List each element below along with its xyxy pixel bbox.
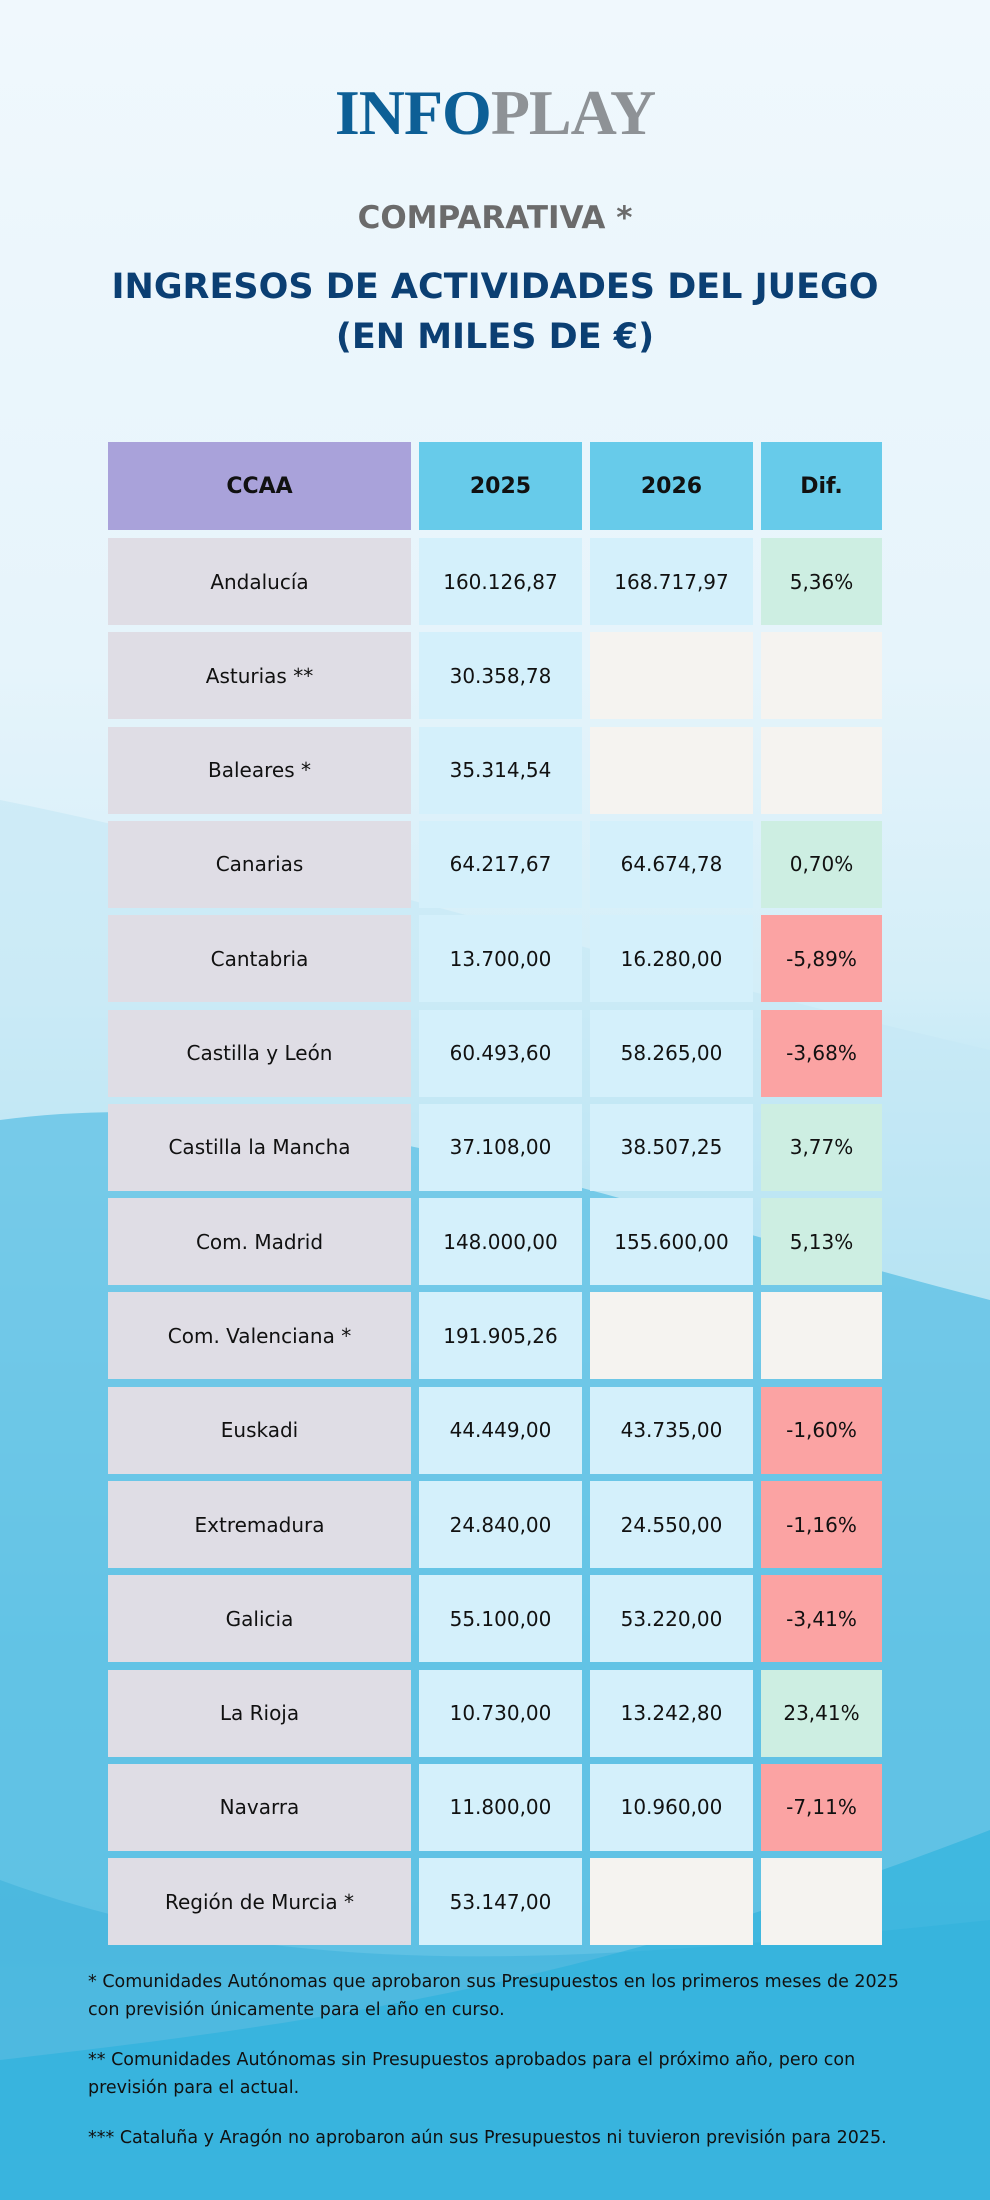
- dif-cell: [761, 726, 882, 814]
- value-2025-cell: 35.314,54: [419, 726, 582, 814]
- dif-cell: -1,16%: [761, 1481, 882, 1568]
- title-line-2: (EN MILES DE €): [335, 317, 655, 357]
- dif-cell: 5,36%: [761, 538, 882, 625]
- value-2026-cell: [590, 1858, 753, 1946]
- ccaa-cell: Castilla y León: [108, 1009, 411, 1097]
- ccaa-cell: Baleares *: [108, 726, 411, 814]
- subtitle: COMPARATIVA *: [357, 200, 633, 236]
- dif-cell: -5,89%: [761, 915, 882, 1003]
- footnotes: * Comunidades Autónomas que aprobaron su…: [88, 1968, 908, 2174]
- dif-cell: -7,11%: [761, 1763, 882, 1851]
- value-2026-cell: 168.717,97: [590, 538, 753, 625]
- header-ccaa: CCAA: [108, 442, 411, 530]
- value-2026-cell: 155.600,00: [590, 1198, 753, 1286]
- ccaa-cell: Com. Valenciana *: [108, 1292, 411, 1380]
- footnote-2: ** Comunidades Autónomas sin Presupuesto…: [88, 2050, 856, 2098]
- value-2026-cell: 13.242,80: [590, 1669, 753, 1757]
- ccaa-cell: Asturias **: [108, 632, 411, 720]
- value-2026-cell: [590, 1292, 753, 1380]
- dif-cell: -1,60%: [761, 1386, 882, 1474]
- dif-cell: [761, 632, 882, 720]
- value-2026-cell: 24.550,00: [590, 1481, 753, 1568]
- ccaa-cell: Com. Madrid: [108, 1198, 411, 1286]
- value-2025-cell: 64.217,67: [419, 820, 582, 908]
- footnote-1: * Comunidades Autónomas que aprobaron su…: [88, 1972, 899, 2020]
- value-2025-cell: 37.108,00: [419, 1103, 582, 1191]
- header-2025: 2025: [419, 442, 582, 530]
- value-2025-cell: 44.449,00: [419, 1386, 582, 1474]
- dif-cell: 0,70%: [761, 820, 882, 908]
- logo-play: PLAY: [490, 77, 656, 148]
- page-title: INGRESOS DE ACTIVIDADES DEL JUEGO (EN MI…: [0, 262, 990, 362]
- dif-cell: -3,68%: [761, 1009, 882, 1097]
- value-2026-cell: 53.220,00: [590, 1575, 753, 1663]
- value-2026-cell: 16.280,00: [590, 915, 753, 1003]
- value-2026-cell: 38.507,25: [590, 1103, 753, 1191]
- header-dif: Dif.: [761, 442, 882, 530]
- value-2025-cell: 10.730,00: [419, 1669, 582, 1757]
- value-2026-cell: [590, 726, 753, 814]
- value-2026-cell: 43.735,00: [590, 1386, 753, 1474]
- ccaa-cell: La Rioja: [108, 1669, 411, 1757]
- value-2025-cell: 11.800,00: [419, 1763, 582, 1851]
- ccaa-cell: Región de Murcia *: [108, 1858, 411, 1946]
- dif-cell: [761, 1858, 882, 1946]
- dif-cell: 3,77%: [761, 1103, 882, 1191]
- ccaa-cell: Extremadura: [108, 1481, 411, 1568]
- ccaa-cell: Castilla la Mancha: [108, 1103, 411, 1191]
- dif-cell: [761, 1292, 882, 1380]
- ccaa-cell: Euskadi: [108, 1386, 411, 1474]
- header-2026: 2026: [590, 442, 753, 530]
- ccaa-cell: Andalucía: [108, 538, 411, 625]
- value-2026-cell: [590, 632, 753, 720]
- footnote-3: *** Cataluña y Aragón no aprobaron aún s…: [88, 2128, 887, 2148]
- dif-cell: -3,41%: [761, 1575, 882, 1663]
- ccaa-cell: Navarra: [108, 1763, 411, 1851]
- value-2026-cell: 58.265,00: [590, 1009, 753, 1097]
- ccaa-cell: Galicia: [108, 1575, 411, 1663]
- title-line-1: INGRESOS DE ACTIVIDADES DEL JUEGO: [111, 267, 879, 307]
- value-2026-cell: 10.960,00: [590, 1763, 753, 1851]
- ccaa-cell: Canarias: [108, 820, 411, 908]
- infoplay-logo: INFOPLAY: [0, 78, 990, 148]
- value-2025-cell: 148.000,00: [419, 1198, 582, 1286]
- logo-info: INFO: [334, 77, 492, 148]
- ccaa-cell: Cantabria: [108, 915, 411, 1003]
- value-2025-cell: 24.840,00: [419, 1481, 582, 1568]
- value-2025-cell: 60.493,60: [419, 1009, 582, 1097]
- value-2025-cell: 53.147,00: [419, 1858, 582, 1946]
- value-2026-cell: 64.674,78: [590, 820, 753, 908]
- dif-cell: 23,41%: [761, 1669, 882, 1757]
- dif-cell: 5,13%: [761, 1198, 882, 1286]
- value-2025-cell: 191.905,26: [419, 1292, 582, 1380]
- value-2025-cell: 13.700,00: [419, 915, 582, 1003]
- value-2025-cell: 160.126,87: [419, 538, 582, 625]
- value-2025-cell: 30.358,78: [419, 632, 582, 720]
- value-2025-cell: 55.100,00: [419, 1575, 582, 1663]
